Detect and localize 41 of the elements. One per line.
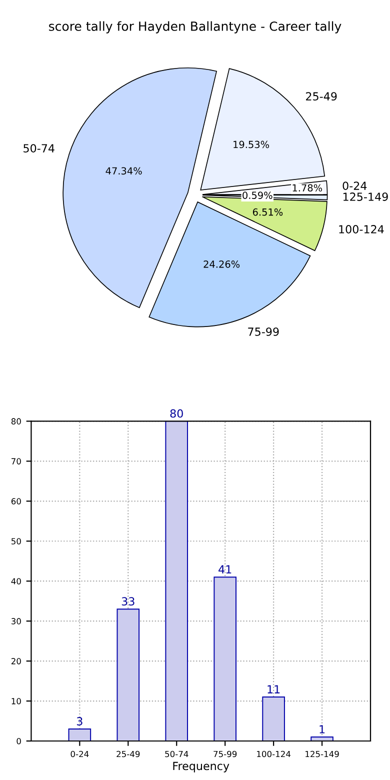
bar (310, 736, 334, 741)
y-tick-label: 20 (11, 658, 21, 664)
data-label: 1.78% (292, 184, 322, 192)
y-tick-label: 0 (16, 738, 21, 744)
data-label: 33 (122, 597, 134, 606)
slice-label: 50-74 (24, 144, 54, 152)
slice-label: 75-99 (248, 328, 279, 336)
bar (214, 576, 236, 741)
slice-label: 0-24 (342, 182, 367, 190)
data-label: 24.26% (204, 260, 240, 268)
data-label: 80 (170, 409, 183, 418)
x-tick-label: 75-99 (214, 750, 237, 758)
x-tick-label: 125-149 (306, 750, 339, 758)
slice-label: 100-124 (339, 225, 384, 234)
y-tick-label: 60 (11, 498, 21, 504)
x-axis-title: Frequency (173, 762, 230, 772)
data-label: 19.53% (234, 140, 270, 148)
data-label: 3 (76, 717, 82, 726)
x-tick-label: 25-49 (116, 750, 140, 758)
data-label: 0.59% (242, 192, 272, 199)
data-label: 6.51% (252, 208, 283, 216)
data-label: 47.34% (106, 167, 142, 175)
bar (262, 696, 285, 741)
chart-title: score tally for Hayden Ballantyne - Career tally (49, 21, 342, 34)
y-tick-label: 40 (11, 578, 21, 584)
y-tick-label: 10 (12, 698, 21, 704)
x-tick-label: 50-74 (165, 750, 188, 758)
y-tick-label: 30 (12, 618, 21, 624)
slice-label: 125-149 (343, 192, 388, 201)
y-tick-label: 80 (11, 418, 21, 424)
bar (68, 728, 92, 741)
slice-label: 25-49 (306, 92, 337, 101)
x-tick-label: 0-24 (70, 750, 89, 758)
bar (116, 608, 140, 741)
x-tick-label: 100-124 (257, 750, 290, 758)
y-tick-label: 50 (12, 538, 21, 544)
y-tick-label: 70 (12, 458, 21, 464)
data-label: 1 (320, 725, 325, 734)
data-label: 11 (268, 685, 280, 694)
data-label: 41 (218, 565, 232, 574)
bar (165, 421, 188, 741)
